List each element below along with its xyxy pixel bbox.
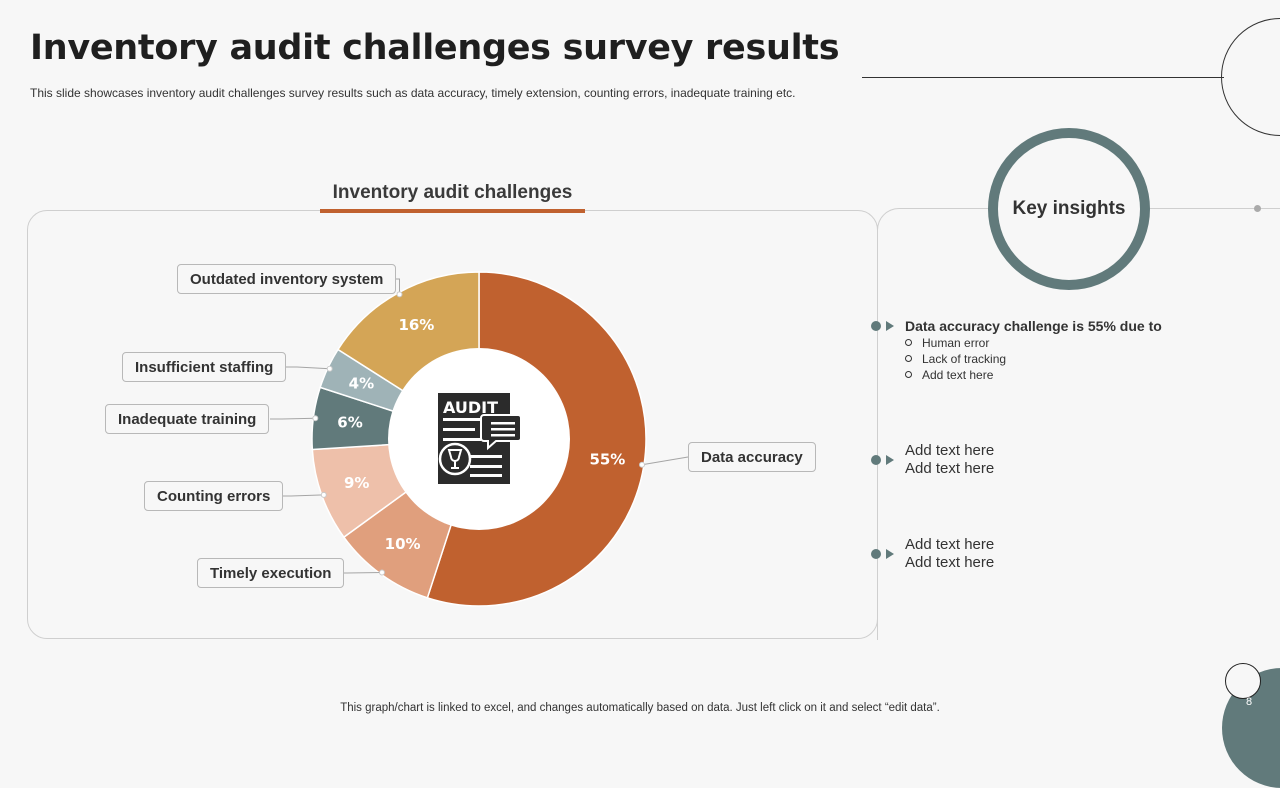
insight-bullet-icon xyxy=(871,454,901,466)
leader-line xyxy=(279,494,324,497)
leader-dot xyxy=(312,415,319,422)
slice-value-label: 16% xyxy=(398,316,434,334)
insight-text-line: Add text here xyxy=(905,460,995,477)
slice-value-label: 9% xyxy=(344,474,369,492)
insights-connector-dot xyxy=(1254,205,1261,212)
leader-dot xyxy=(326,365,333,372)
leader-line xyxy=(641,456,689,466)
callout-data-accuracy[interactable]: Data accuracy xyxy=(688,442,816,472)
circle-bullet-icon xyxy=(905,355,912,362)
slice-value-label: 10% xyxy=(385,535,421,553)
audit-icon-text: AUDIT xyxy=(443,398,498,417)
leader-line xyxy=(285,366,330,370)
insight-sub-item: Add text here xyxy=(905,368,993,382)
title-divider-line xyxy=(862,77,1224,78)
leader-dot xyxy=(639,461,645,468)
leader-line xyxy=(270,417,316,420)
slice-value-label: 55% xyxy=(589,450,625,468)
insight-text-line: Add text here xyxy=(905,554,995,571)
callout-inadequate-training[interactable]: Inadequate training xyxy=(105,404,270,434)
slide-subtitle: This slide showcases inventory audit cha… xyxy=(30,86,796,100)
callout-insufficient-staffing[interactable]: Insufficient staffing xyxy=(122,352,287,382)
footer-note: This graph/chart is linked to excel, and… xyxy=(340,702,940,714)
chart-title-background xyxy=(320,180,585,214)
leader-dot xyxy=(396,291,403,298)
chart-title: Inventory audit challenges xyxy=(332,182,573,203)
leader-dot xyxy=(320,491,327,498)
insights-ring xyxy=(988,128,1150,290)
leader-dot xyxy=(379,569,385,576)
callout-counting-errors[interactable]: Counting errors xyxy=(144,481,284,511)
page-number-ring xyxy=(1225,663,1261,699)
circle-bullet-icon xyxy=(905,339,912,346)
audit-document-icon: AUDIT xyxy=(438,393,522,484)
insight-sub-item: Lack of tracking xyxy=(905,352,1006,366)
slice-value-label: 4% xyxy=(349,375,374,393)
callout-timely-execution[interactable]: Timely execution xyxy=(197,558,345,588)
insight-text-line: Add text here xyxy=(905,442,995,459)
insights-title: Key insights xyxy=(1012,198,1126,219)
donut-chart[interactable]: 55% 10% 9% 6% 4% 16% AUDIT xyxy=(0,0,1280,720)
slide-title: Inventory audit challenges survey result… xyxy=(30,28,840,68)
slice-value-label: 6% xyxy=(337,414,362,432)
circle-bullet-icon xyxy=(905,371,912,378)
page-number: 8 xyxy=(1246,696,1253,708)
insight-sub-item: Human error xyxy=(905,336,989,350)
insight-bullet-icon xyxy=(871,548,901,560)
insight-bullet-icon xyxy=(871,320,901,332)
insight-text-line: Add text here xyxy=(905,536,995,553)
insight-heading: Data accuracy challenge is 55% due to xyxy=(905,318,1162,334)
callout-outdated-inventory-system[interactable]: Outdated inventory system xyxy=(177,264,397,294)
slice-value-labels: 55% 10% 9% 6% 4% 16% xyxy=(337,316,625,553)
chart-title-underline xyxy=(320,209,585,213)
